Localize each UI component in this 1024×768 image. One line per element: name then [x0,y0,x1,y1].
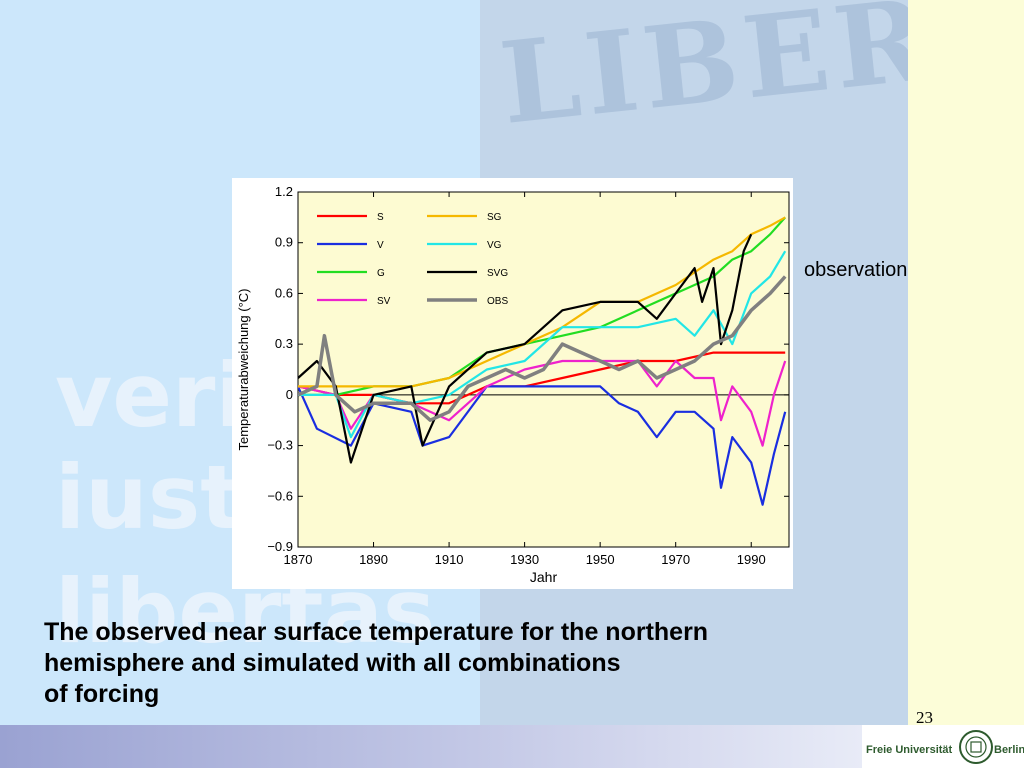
logo-text-left: Freie Universität [866,744,953,756]
x-axis-label: Jahr [530,569,558,585]
y-tick-label: 0.9 [275,235,293,250]
series-line-svg [298,233,753,464]
legend-label-obs: OBS [487,296,508,307]
series-line-v [298,385,787,506]
y-axis-label: Temperaturabweichung (°C) [236,289,251,451]
x-tick-label: 1930 [510,552,539,567]
slide-caption: The observed near surface temperature fo… [44,617,974,710]
series-line-obs [298,275,787,422]
series-line-vg [298,250,787,439]
university-logo: Freie Universität Berlin [866,730,1024,764]
observation-annotation: observation [804,259,908,281]
logo-seal-icon [959,730,993,764]
y-tick-label: 0.6 [275,285,293,300]
caption-line-2: hemisphere and simulated with all combin… [44,649,621,677]
x-tick-label: 1890 [359,552,388,567]
legend-label-s: S [377,212,384,223]
logo-text-right: Berlin [994,744,1024,756]
y-tick-label: −0.6 [267,488,293,503]
y-tick-label: 0.3 [275,336,293,351]
legend-label-svg: SVG [487,268,508,279]
caption-line-3: of forcing [44,680,160,708]
x-tick-label: 1870 [284,552,313,567]
x-tick-label: 1990 [737,552,766,567]
slide-background-right [908,0,1024,725]
y-tick-label: 0 [286,387,293,402]
legend-label-sg: SG [487,212,502,223]
x-tick-label: 1910 [435,552,464,567]
series-line-sg [298,216,786,388]
footer-bar [0,725,862,768]
footer-logo-area [862,725,1024,768]
legend-label-v: V [377,240,384,251]
watermark-liberty-text: LIBERT [494,0,908,150]
x-tick-label: 1970 [661,552,690,567]
legend-label-g: G [377,268,385,279]
x-tick-label: 1950 [586,552,615,567]
y-tick-label: −0.9 [267,539,293,554]
temperature-chart: −0.9 −0.6 −0.3 0 0.3 0.6 0.9 1.2 1870 1890 1910 193… [232,178,793,589]
legend-label-vg: VG [487,240,502,251]
motto-line-2: iust [55,446,243,549]
y-tick-label: 1.2 [275,184,293,199]
slide-number: 23 [916,708,933,727]
chart-svg: −0.9 −0.6 −0.3 0 0.3 0.6 0.9 1.2 1870 1890 1910 193… [236,184,790,585]
y-tick-label: −0.3 [267,438,293,453]
caption-line-1: The observed near surface temperature fo… [44,618,709,646]
legend-label-sv: SV [377,296,391,307]
